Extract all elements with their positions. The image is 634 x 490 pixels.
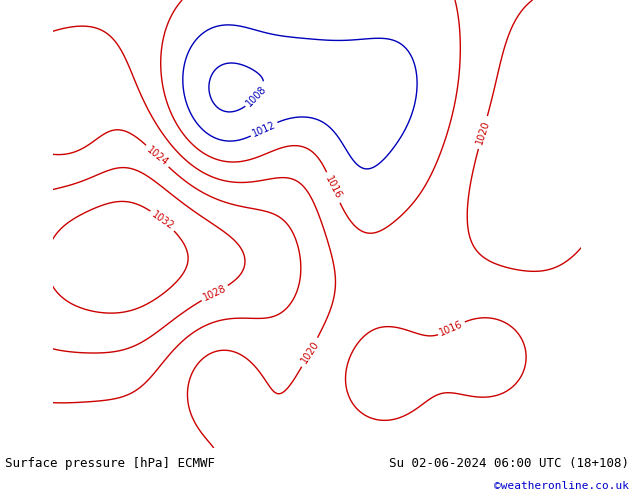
Text: 1016: 1016	[323, 174, 344, 201]
Text: 1020: 1020	[299, 339, 321, 366]
Text: ©weatheronline.co.uk: ©weatheronline.co.uk	[494, 481, 629, 490]
Text: Su 02-06-2024 06:00 UTC (18+108): Su 02-06-2024 06:00 UTC (18+108)	[389, 458, 629, 470]
Text: 1028: 1028	[202, 283, 228, 303]
Text: Surface pressure [hPa] ECMWF: Surface pressure [hPa] ECMWF	[5, 458, 215, 470]
Text: 1016: 1016	[438, 319, 465, 338]
Text: 1012: 1012	[251, 120, 277, 139]
Text: 1008: 1008	[245, 84, 269, 108]
Text: 1020: 1020	[474, 119, 491, 146]
Text: 1024: 1024	[145, 145, 170, 168]
Text: 1032: 1032	[150, 209, 176, 231]
